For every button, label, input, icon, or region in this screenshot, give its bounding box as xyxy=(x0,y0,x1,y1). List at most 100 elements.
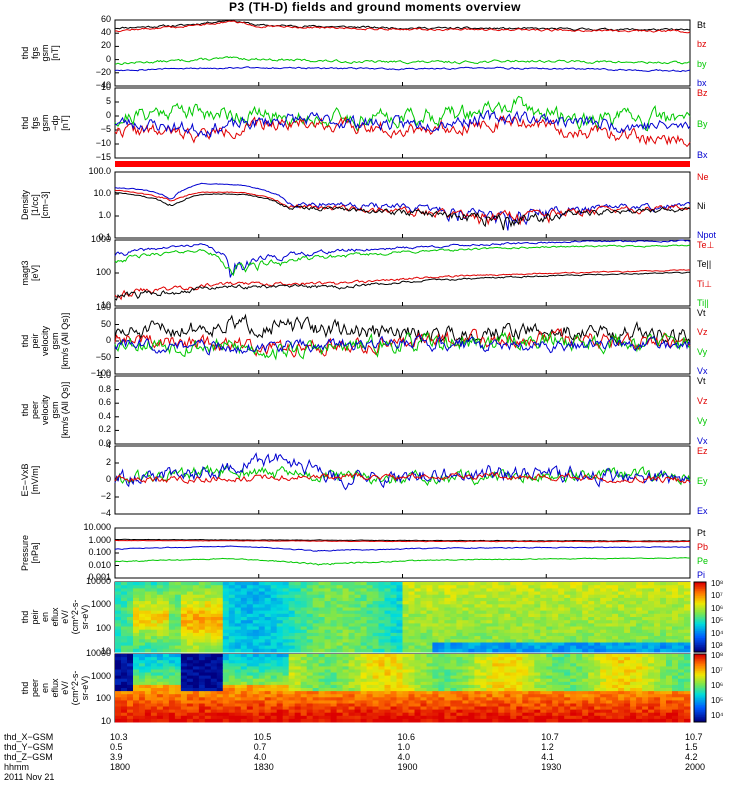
colorbar-cell xyxy=(694,622,706,625)
colorbar-cell xyxy=(694,720,706,723)
y-tick-label: 0.0 xyxy=(98,438,111,448)
legend-vx: Vx xyxy=(697,366,708,376)
y-axis-label-line: eV/ xyxy=(60,681,70,695)
footer-value: 1.5 xyxy=(685,742,698,752)
line-npot xyxy=(114,182,691,231)
y-tick-label: 0.001 xyxy=(88,572,111,582)
y-axis-label-line: thd xyxy=(20,610,30,624)
y-axis-label: E=−VxB [mV/m] xyxy=(20,446,60,514)
colorbar-cell xyxy=(694,713,706,716)
footer-value: 0.7 xyxy=(253,742,267,752)
y-tick-label: 100 xyxy=(95,622,111,633)
colorbar-tick-label: 10⁴ xyxy=(711,628,724,638)
legend-ey: Ey xyxy=(697,476,708,486)
y-axis-label-line: en xyxy=(40,612,50,623)
colorbar-frame xyxy=(693,581,707,653)
y-tick-label: 10.000 xyxy=(83,522,111,532)
colorbar-cell xyxy=(694,641,706,644)
colorbar-cell xyxy=(694,620,706,623)
y-tick-label: −100 xyxy=(90,368,111,378)
y-tick-label: 1.000 xyxy=(88,534,111,545)
y-axis-label-line: fgs xyxy=(30,117,40,130)
y-axis-label-line: magt3 xyxy=(20,260,30,286)
colorbar-cell xyxy=(694,583,706,587)
y-tick-label: 100 xyxy=(95,693,111,704)
legend-vy: Vy xyxy=(697,416,708,426)
y-axis-label-line: Density xyxy=(20,190,30,221)
y-axis-label: thd peir velocity gsm [km/s (All Qs)] xyxy=(20,308,70,374)
colorbar-cell xyxy=(694,608,706,611)
y-tick-label: 50 xyxy=(100,318,111,329)
colorbar-cell xyxy=(694,691,706,694)
y-tick-label: 0.1 xyxy=(98,232,111,242)
legend-te⊥: Te⊥ xyxy=(697,240,715,250)
colorbar-cell xyxy=(694,711,706,714)
colorbar-cell xyxy=(694,706,706,709)
colorbar-cell xyxy=(694,643,706,646)
colorbar-tick-label: 10⁸ xyxy=(711,651,724,660)
y-tick-label: −40 xyxy=(95,80,111,90)
y-axis-label-line: −dp xyxy=(50,115,60,131)
footer-value: 1830 xyxy=(253,762,274,772)
footer-value: 4.2 xyxy=(685,752,698,762)
colorbar-cell xyxy=(694,715,706,718)
colorbar-cell xyxy=(694,684,706,687)
colorbar-cell xyxy=(694,669,706,672)
colorbar-cell xyxy=(694,703,706,706)
line-ne xyxy=(114,189,690,226)
y-tick-label: 100 xyxy=(95,267,111,277)
y-axis-label-line: [nPa] xyxy=(30,542,40,564)
y-tick-label: 10.0 xyxy=(93,188,111,198)
colorbar-tick-label: 10⁶ xyxy=(711,681,724,690)
colorbar-cell xyxy=(694,638,706,641)
legend-bt: Bt xyxy=(697,20,706,30)
y-axis-label-line: [mV/m] xyxy=(30,465,40,495)
footer-value: 10.7 xyxy=(685,732,703,742)
colorbar-cell xyxy=(694,710,706,713)
legend-by: By xyxy=(697,119,708,129)
colorbar-cell xyxy=(694,679,706,682)
colorbar-cell xyxy=(694,601,706,604)
y-tick-label: 1000 xyxy=(90,599,111,610)
colorbar-cell xyxy=(694,590,706,594)
y-tick-label: −50 xyxy=(95,351,111,362)
y-tick-label: −5 xyxy=(100,124,111,134)
colorbar-cell xyxy=(694,631,706,634)
line-ez xyxy=(114,471,691,485)
footer-row-label: thd_Y−GSM xyxy=(4,742,54,752)
y-tick-label: 0.100 xyxy=(88,547,111,557)
colorbar-cell xyxy=(694,613,706,616)
y-tick-label: 1.0 xyxy=(98,210,111,220)
line-te-perp xyxy=(114,269,691,301)
y-axis-label-line: peir xyxy=(30,609,40,625)
colorbar-tick-label: 10⁷ xyxy=(711,591,723,601)
line-pb xyxy=(114,539,691,543)
legend-bx: bx xyxy=(697,78,707,88)
legend-vt: Vt xyxy=(697,308,706,318)
footer-row-label: thd_Z−GSM xyxy=(4,752,53,762)
legend-ti||: Ti|| xyxy=(697,298,709,308)
y-tick-label: −4 xyxy=(100,508,111,518)
colorbar-tick-label: 10⁵ xyxy=(711,616,724,626)
footer-labels: thd_X−GSM thd_Y−GSM thd_Z−GSM hhmm 2011 … xyxy=(4,732,54,782)
legend-vx: Vx xyxy=(697,436,708,446)
y-tick-label: 0.6 xyxy=(98,397,111,408)
colorbar-cell xyxy=(694,618,706,622)
y-tick-label: 10 xyxy=(100,716,111,726)
line-ti-par xyxy=(114,244,691,277)
legend-te||: Te|| xyxy=(697,259,712,270)
line-bx-dp xyxy=(114,109,691,139)
footer-value: 4.1 xyxy=(541,752,554,762)
y-axis-label-line: [1/cc] xyxy=(30,194,40,216)
legend-by: by xyxy=(697,58,707,69)
line-ni xyxy=(114,191,691,231)
legend-vz: Vz xyxy=(697,396,708,406)
y-axis-label: thd fgs gsm −dp [nT] xyxy=(20,88,70,158)
y-tick-label: 1000 xyxy=(90,234,111,244)
colorbar-cell xyxy=(694,682,706,686)
colorbar-cell xyxy=(694,597,706,601)
panel-frame-pressure xyxy=(114,527,691,579)
y-tick-label: 10000 xyxy=(85,648,111,658)
legend-bz: Bz xyxy=(697,88,708,98)
